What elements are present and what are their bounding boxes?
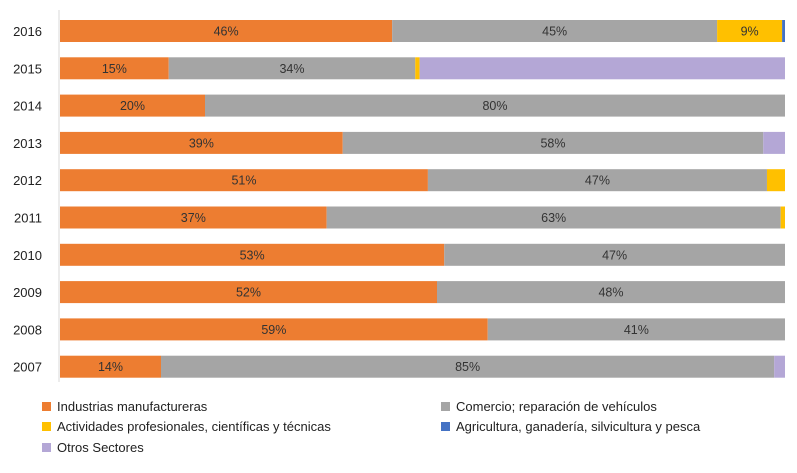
data-label-2011-s0: 37% bbox=[181, 211, 206, 225]
data-label-2009-s1: 48% bbox=[598, 286, 623, 300]
data-label-2010-s0: 53% bbox=[240, 248, 265, 262]
data-label-2013-s1: 58% bbox=[540, 136, 565, 150]
data-label-2014-s1: 80% bbox=[482, 99, 507, 113]
bar-segment-2013-s0 bbox=[60, 131, 343, 154]
bar-segment-2008-s1 bbox=[487, 318, 785, 341]
data-label-2014-s0: 20% bbox=[120, 99, 145, 113]
data-label-2016-s2: 9% bbox=[741, 25, 759, 39]
category-label-2016: 2016 bbox=[13, 24, 42, 39]
data-label-2013-s0: 39% bbox=[189, 136, 214, 150]
bar-segment-2015-s1 bbox=[168, 57, 416, 80]
bar-segment-2016-s2 bbox=[717, 20, 783, 42]
category-label-2014: 2014 bbox=[13, 99, 42, 114]
bar-segment-2007-s4 bbox=[774, 355, 785, 378]
category-label-2015: 2015 bbox=[13, 61, 42, 76]
category-label-2009: 2009 bbox=[13, 285, 42, 300]
data-label-2016-s1: 45% bbox=[542, 25, 567, 39]
bar-segment-2007-s1 bbox=[160, 355, 775, 378]
data-label-2011-s1: 63% bbox=[541, 211, 566, 225]
data-label-2009-s0: 52% bbox=[236, 286, 261, 300]
bar-segment-2015-s2 bbox=[415, 57, 420, 80]
data-label-2008-s1: 41% bbox=[624, 323, 649, 337]
category-label-2010: 2010 bbox=[13, 248, 42, 263]
bar-segment-2012-s2 bbox=[766, 169, 785, 192]
bar-segment-2016-s3 bbox=[782, 20, 785, 42]
data-label-2010-s1: 47% bbox=[602, 248, 627, 262]
data-label-2007-s0: 14% bbox=[98, 360, 123, 374]
bar-segment-2016-s0 bbox=[60, 20, 393, 42]
category-label-2007: 2007 bbox=[13, 360, 42, 375]
bar-segment-2015-s4 bbox=[419, 57, 785, 80]
category-label-2008: 2008 bbox=[13, 322, 42, 337]
bar-segment-2013-s1 bbox=[342, 131, 764, 154]
data-label-2012-s1: 47% bbox=[585, 174, 610, 188]
bar-segment-2014-s1 bbox=[205, 94, 785, 117]
data-label-2015-s1: 34% bbox=[279, 62, 304, 76]
bar-segment-2010-s0 bbox=[60, 243, 445, 266]
bar-segment-2011-s1 bbox=[326, 206, 781, 229]
bars-layer: 46% 45% 9% 15% 34% 20% 80% 39% 58% 51% 47% 37% 63% 53… bbox=[60, 20, 785, 378]
bar-segment-2010-s1 bbox=[444, 243, 785, 266]
category-label-2013: 2013 bbox=[13, 136, 42, 151]
bar-segment-2012-s1 bbox=[427, 169, 767, 192]
bar-segment-2008-s0 bbox=[60, 318, 488, 341]
bar-segment-2009-s0 bbox=[60, 281, 437, 304]
bar-segment-2015-s0 bbox=[60, 57, 169, 80]
bar-segment-2013-s4 bbox=[763, 131, 785, 154]
bar-segment-2014-s0 bbox=[60, 94, 205, 117]
data-label-2012-s0: 51% bbox=[231, 174, 256, 188]
bar-segment-2007-s0 bbox=[60, 355, 161, 378]
bar-segment-2011-s2 bbox=[780, 206, 785, 229]
bar-segment-2012-s0 bbox=[60, 169, 428, 192]
data-label-2007-s1: 85% bbox=[455, 360, 480, 374]
category-labels: 2016 2015 2014 2013 2012 2011 2010 2009 2008 2007 bbox=[13, 24, 42, 375]
data-label-2015-s0: 15% bbox=[102, 62, 127, 76]
bar-segment-2009-s1 bbox=[437, 281, 785, 304]
bar-segment-2011-s0 bbox=[60, 206, 327, 229]
data-label-2016-s0: 46% bbox=[214, 25, 239, 39]
data-label-2008-s0: 59% bbox=[261, 323, 286, 337]
category-label-2011: 2011 bbox=[14, 211, 42, 226]
bar-segment-2016-s1 bbox=[392, 20, 718, 42]
category-label-2012: 2012 bbox=[13, 173, 42, 188]
